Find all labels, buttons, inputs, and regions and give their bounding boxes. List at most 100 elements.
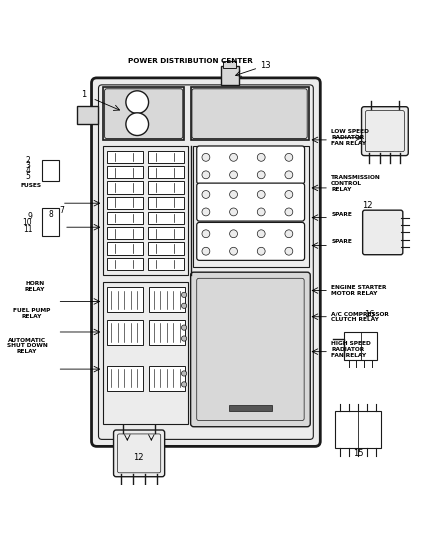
Circle shape xyxy=(126,113,148,135)
Bar xyxy=(193,147,308,266)
Circle shape xyxy=(181,292,187,297)
Circle shape xyxy=(181,336,187,341)
Bar xyxy=(107,320,143,345)
Text: 7: 7 xyxy=(60,206,64,215)
Bar xyxy=(107,212,143,224)
Circle shape xyxy=(230,154,237,161)
FancyBboxPatch shape xyxy=(191,272,310,427)
Text: TRANSMISSION
CONTROL
RELAY: TRANSMISSION CONTROL RELAY xyxy=(331,175,381,192)
Bar xyxy=(229,405,272,410)
Bar xyxy=(148,227,184,239)
Text: SPARE: SPARE xyxy=(331,213,352,217)
Text: 12: 12 xyxy=(133,453,144,462)
Bar xyxy=(221,66,239,85)
Bar xyxy=(223,61,237,68)
Circle shape xyxy=(181,303,187,309)
FancyBboxPatch shape xyxy=(197,222,304,261)
Circle shape xyxy=(181,371,187,376)
Bar xyxy=(148,151,184,163)
Bar xyxy=(107,227,143,239)
Circle shape xyxy=(285,154,293,161)
FancyBboxPatch shape xyxy=(197,146,304,184)
Text: 15: 15 xyxy=(353,449,363,458)
Circle shape xyxy=(285,230,293,238)
Circle shape xyxy=(230,247,237,255)
Bar xyxy=(42,160,59,181)
Text: 2: 2 xyxy=(25,156,30,165)
Text: FUSES: FUSES xyxy=(21,183,42,188)
Circle shape xyxy=(285,171,293,179)
Text: FUEL PUMP
RELAY: FUEL PUMP RELAY xyxy=(14,308,51,319)
Bar xyxy=(148,197,184,209)
Bar xyxy=(149,320,185,345)
Text: 11: 11 xyxy=(24,225,33,234)
Circle shape xyxy=(285,208,293,216)
Circle shape xyxy=(202,190,210,198)
Circle shape xyxy=(257,247,265,255)
Bar xyxy=(103,147,188,275)
Text: 16: 16 xyxy=(364,310,375,319)
Text: HIGH SPEED
RADIATOR
FAN RELAY: HIGH SPEED RADIATOR FAN RELAY xyxy=(331,341,371,358)
Bar xyxy=(107,287,143,312)
Text: 5: 5 xyxy=(25,172,30,181)
Text: A/C COMPRESSOR
CLUTCH RELAY: A/C COMPRESSOR CLUTCH RELAY xyxy=(331,311,389,322)
Text: AUTOMATIC
SHUT DOWN
RELAY: AUTOMATIC SHUT DOWN RELAY xyxy=(7,338,47,354)
Bar xyxy=(149,287,185,312)
Circle shape xyxy=(230,230,237,238)
Text: 13: 13 xyxy=(261,61,271,70)
Circle shape xyxy=(257,230,265,238)
Text: 1: 1 xyxy=(81,91,86,100)
Bar xyxy=(107,258,143,270)
Text: ENGINE STARTER
MOTOR RELAY: ENGINE STARTER MOTOR RELAY xyxy=(331,285,387,296)
Circle shape xyxy=(181,382,187,387)
Circle shape xyxy=(285,190,293,198)
Bar xyxy=(148,181,184,193)
Circle shape xyxy=(230,190,237,198)
Bar xyxy=(107,166,143,179)
Bar xyxy=(42,207,59,236)
Circle shape xyxy=(257,208,265,216)
FancyBboxPatch shape xyxy=(92,78,320,446)
Bar xyxy=(107,151,143,163)
Circle shape xyxy=(181,325,187,330)
Circle shape xyxy=(126,91,148,114)
Bar xyxy=(344,332,377,360)
Bar xyxy=(148,212,184,224)
FancyBboxPatch shape xyxy=(197,183,304,221)
Bar xyxy=(191,87,308,140)
Bar xyxy=(107,181,143,193)
FancyBboxPatch shape xyxy=(363,210,403,255)
Text: HORN
RELAY: HORN RELAY xyxy=(25,281,45,292)
Circle shape xyxy=(230,171,237,179)
Text: 3: 3 xyxy=(25,161,30,170)
Circle shape xyxy=(202,247,210,255)
Circle shape xyxy=(202,230,210,238)
Text: SPARE: SPARE xyxy=(331,239,352,244)
Circle shape xyxy=(230,208,237,216)
Circle shape xyxy=(257,154,265,161)
Bar xyxy=(107,197,143,209)
Bar xyxy=(148,258,184,270)
FancyBboxPatch shape xyxy=(113,430,165,477)
Bar xyxy=(148,166,184,179)
Bar xyxy=(103,87,184,140)
Bar xyxy=(149,366,185,391)
Circle shape xyxy=(257,171,265,179)
Bar xyxy=(103,282,188,424)
Bar xyxy=(77,106,98,124)
Circle shape xyxy=(285,247,293,255)
Text: 10: 10 xyxy=(22,219,32,228)
Circle shape xyxy=(202,208,210,216)
Text: LOW SPEED
RADIATOR
FAN RELAY: LOW SPEED RADIATOR FAN RELAY xyxy=(331,130,369,146)
Bar xyxy=(107,366,143,391)
FancyBboxPatch shape xyxy=(361,107,408,156)
Circle shape xyxy=(257,190,265,198)
Circle shape xyxy=(202,154,210,161)
Circle shape xyxy=(202,171,210,179)
Text: 9: 9 xyxy=(28,212,33,221)
Bar xyxy=(335,410,381,448)
Text: POWER DISTRIBUTION CENTER: POWER DISTRIBUTION CENTER xyxy=(128,58,253,64)
Bar xyxy=(148,243,184,255)
Text: 12: 12 xyxy=(362,201,373,210)
Bar xyxy=(107,243,143,255)
